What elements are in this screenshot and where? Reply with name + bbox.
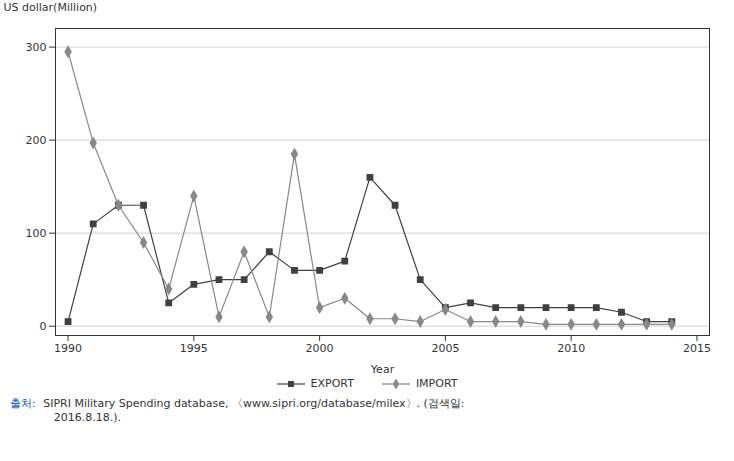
svg-text:2000: 2000 — [306, 342, 334, 355]
svg-text:US dollar(Million): US dollar(Million) — [4, 1, 98, 14]
html-text:EXPORT: EXPORT — [310, 377, 354, 390]
svg-text:1995: 1995 — [180, 342, 208, 355]
svg-text:1990: 1990 — [54, 342, 82, 355]
svg-text:2010: 2010 — [557, 342, 585, 355]
svg-text:200: 200 — [26, 134, 47, 147]
html-text:출처: SIPRI Military Spending da: 출처: SIPRI Military Spending database, 〈w… — [10, 397, 465, 424]
svg-text:Year: Year — [370, 363, 395, 376]
svg-text:300: 300 — [26, 41, 47, 54]
svg-text:100: 100 — [26, 227, 47, 240]
svg-text:2005: 2005 — [431, 342, 459, 355]
svg-text:0: 0 — [40, 320, 47, 333]
html-text:IMPORT: IMPORT — [415, 377, 458, 390]
svg-text:2015: 2015 — [683, 342, 711, 355]
